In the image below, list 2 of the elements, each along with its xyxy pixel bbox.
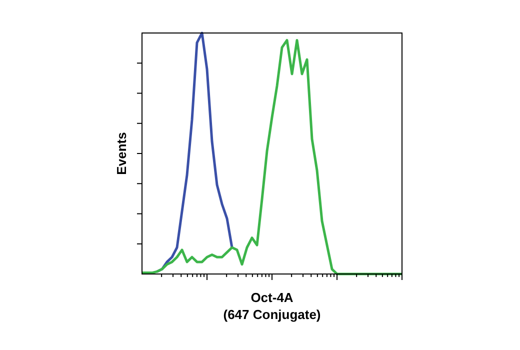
x-axis-title: Oct-4A (647 Conjugate) <box>223 290 321 322</box>
y-axis-title: Events <box>114 132 129 175</box>
